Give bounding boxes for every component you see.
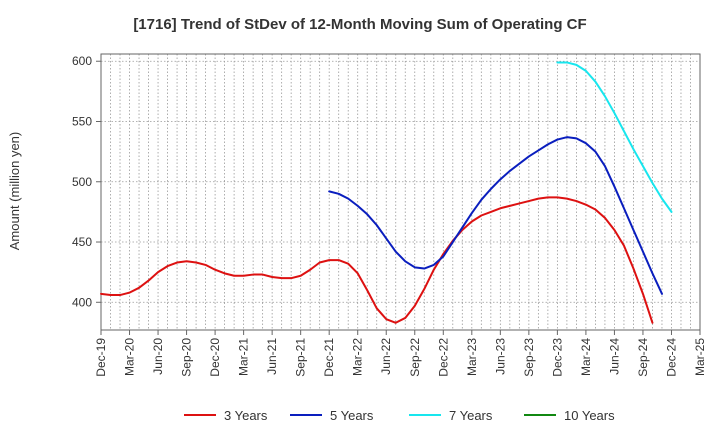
y-tick-label: 450 <box>72 235 92 249</box>
series-lines <box>100 61 673 324</box>
series-line-2 <box>556 61 673 213</box>
x-tick-label: Mar-22 <box>351 338 365 376</box>
x-tick-label: Dec-19 <box>94 338 108 377</box>
x-tick-label: Mar-21 <box>237 338 251 376</box>
x-tick-label: Sep-21 <box>294 338 308 377</box>
x-tick-label: Sep-23 <box>522 338 536 377</box>
axes: 400 450 500 550 600 Dec-19 Mar-20 Jun-20 Sep-20 D… <box>72 53 707 377</box>
legend-label-0: 3 Years <box>224 408 268 423</box>
series-line-1 <box>328 136 663 295</box>
y-tick-label: 400 <box>72 295 92 309</box>
x-tick-label: Mar-25 <box>693 338 707 376</box>
x-tick-label: Jun-21 <box>265 338 279 375</box>
legend-label-2: 7 Years <box>449 408 493 423</box>
legend-label-3: 10 Years <box>564 408 615 423</box>
x-tick-label: Dec-24 <box>664 338 678 377</box>
x-tick-label: Dec-21 <box>322 338 336 377</box>
y-axis-label: Amount (million yen) <box>7 132 22 251</box>
x-tick-label: Dec-20 <box>208 338 222 377</box>
x-tick-label: Mar-24 <box>579 338 593 376</box>
x-tick-label: Dec-22 <box>436 338 450 377</box>
y-tick-label: 600 <box>72 54 92 68</box>
chart-title: [1716] Trend of StDev of 12-Month Moving… <box>133 16 586 33</box>
x-tick-label: Jun-24 <box>607 338 621 375</box>
legend-label-1: 5 Years <box>330 408 374 423</box>
x-tick-label: Sep-24 <box>636 338 650 377</box>
x-tick-label: Sep-22 <box>408 338 422 377</box>
x-tick-label: Jun-20 <box>151 338 165 375</box>
y-tick-label: 550 <box>72 114 92 128</box>
legend: 3 Years 5 Years 7 Years 10 Years <box>184 408 615 423</box>
grid <box>100 54 701 330</box>
plot-frame <box>100 53 701 331</box>
x-tick-label: Mar-20 <box>123 338 137 376</box>
x-tick-label: Jun-23 <box>493 338 507 375</box>
y-tick-label: 500 <box>72 175 92 189</box>
x-tick-label: Mar-23 <box>465 338 479 376</box>
x-tick-label: Dec-23 <box>550 338 564 377</box>
series-line-0 <box>100 196 654 324</box>
x-tick-label: Jun-22 <box>379 338 393 375</box>
x-tick-label: Sep-20 <box>180 338 194 377</box>
